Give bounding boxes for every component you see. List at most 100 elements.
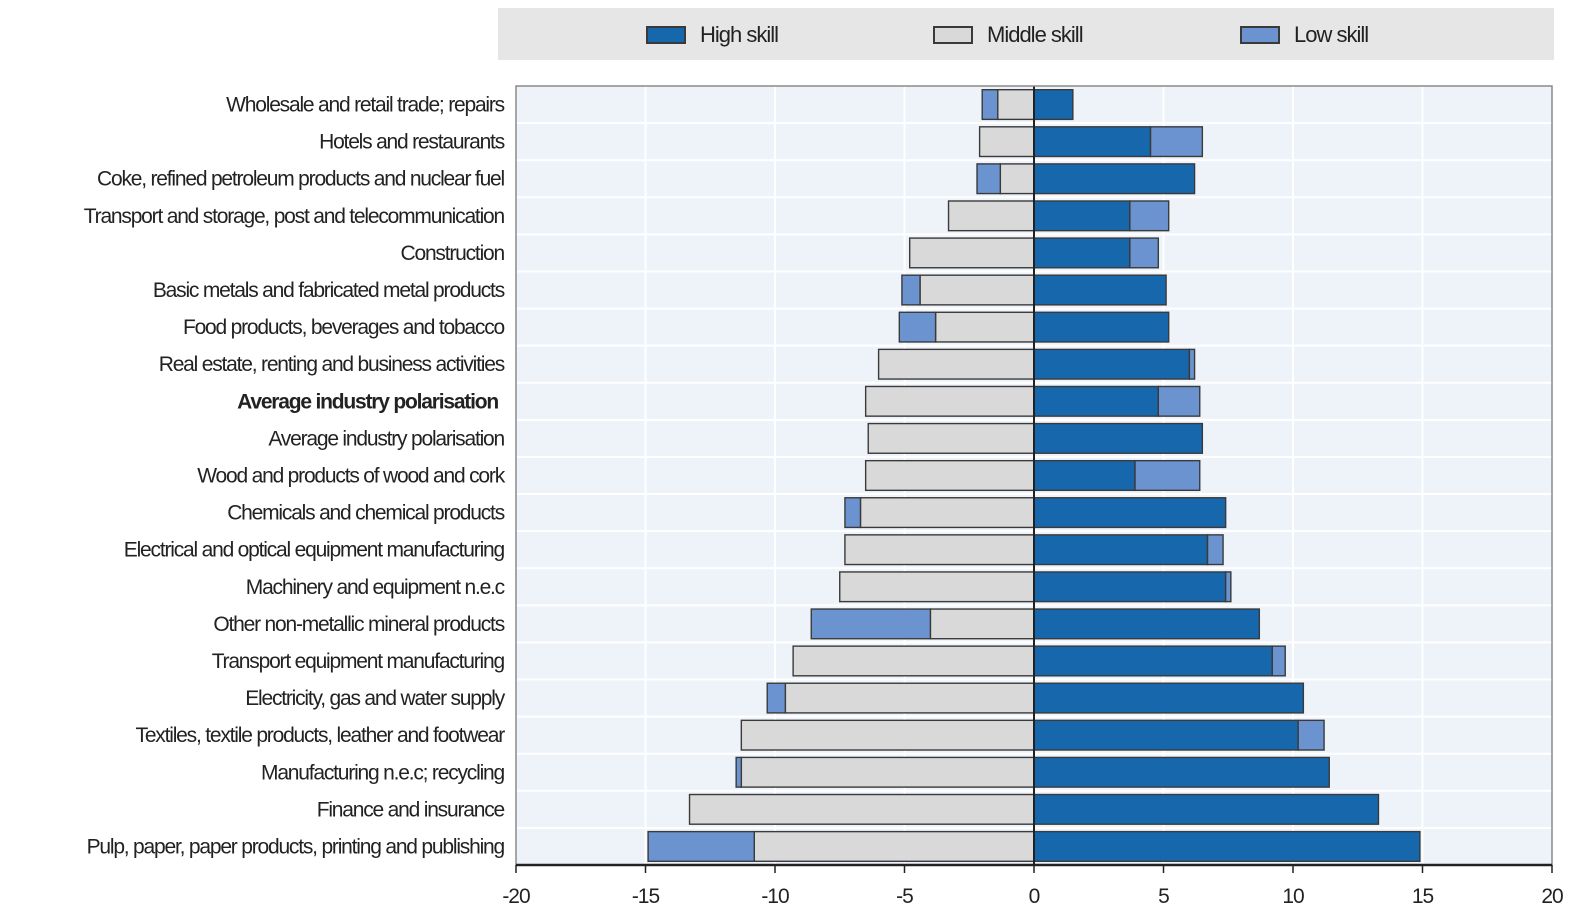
legend: High skill Middle skill Low skill: [498, 8, 1554, 60]
category-label: Transport and storage, post and telecomm…: [84, 205, 505, 228]
x-tick-label: 5: [1158, 885, 1169, 908]
bar-high-skill: [1033, 200, 1131, 232]
bar-high-skill: [1033, 719, 1299, 751]
bar-middle-skill: [740, 719, 1035, 751]
category-label: Electricity, gas and water supply: [245, 687, 506, 710]
bar-high-skill: [1033, 89, 1074, 121]
bar-middle-skill: [919, 274, 1035, 306]
bar-high-skill: [1033, 645, 1273, 677]
category-label: Basic metals and fabricated metal produc…: [153, 279, 505, 302]
bar-high-skill: [1033, 274, 1167, 306]
bar-high-skill: [1033, 459, 1136, 492]
category-label: Wood and products of wood and cork: [197, 465, 505, 488]
bar-high-skill: [1033, 126, 1152, 158]
bar-high-skill: [1033, 237, 1131, 269]
legend-label-low-skill: Low skill: [1294, 22, 1369, 47]
bar-low-skill: [901, 274, 921, 306]
bar-low-skill: [766, 682, 787, 714]
legend-swatch-high-skill: [646, 26, 686, 44]
category-label: Hotels and restaurants: [319, 131, 505, 154]
bar-low-skill: [647, 830, 755, 862]
bar-high-skill: [1033, 534, 1209, 566]
legend-label-middle-skill: Middle skill: [987, 22, 1084, 47]
bar-middle-skill: [978, 126, 1035, 158]
bar-low-skill: [898, 311, 937, 343]
bar-middle-skill: [688, 793, 1035, 825]
bar-middle-skill: [859, 497, 1035, 529]
bar-high-skill: [1033, 311, 1170, 343]
bar-middle-skill: [792, 645, 1035, 677]
bar-low-skill: [1129, 237, 1160, 269]
bar-middle-skill: [864, 385, 1035, 417]
category-label: Construction: [401, 242, 505, 265]
bar-low-skill: [1129, 200, 1170, 232]
bar-high-skill: [1033, 756, 1330, 788]
x-tick-label: 0: [1029, 885, 1040, 908]
category-label: Food products, beverages and tobacco: [183, 316, 505, 339]
category-label: Wholesale and retail trade; repairs: [226, 94, 505, 117]
bar-middle-skill: [934, 311, 1035, 343]
bar-middle-skill: [740, 756, 1035, 788]
x-tick-label: -15: [632, 885, 660, 908]
bar-middle-skill: [997, 89, 1035, 121]
category-label: Textiles, textile products, leather and …: [136, 724, 506, 747]
bar-middle-skill: [908, 237, 1035, 269]
category-label: Machinery and equipment n.e.c: [246, 576, 505, 599]
bar-high-skill: [1033, 682, 1305, 714]
bar-middle-skill: [864, 459, 1035, 492]
bar-middle-skill: [753, 830, 1035, 862]
bar-high-skill: [1033, 497, 1227, 529]
legend-label-high-skill: High skill: [700, 22, 779, 47]
bar-low-skill: [1149, 126, 1204, 158]
bar-high-skill: [1033, 348, 1191, 380]
category-label: Coke, refined petroleum products and nuc…: [97, 168, 505, 191]
bar-low-skill: [1271, 645, 1286, 677]
category-label: Other non-metallic mineral products: [213, 613, 504, 636]
category-label: Average industry polarisation: [268, 427, 504, 450]
bar-low-skill: [735, 756, 743, 788]
bar-middle-skill: [877, 348, 1035, 380]
category-label: Transport equipment manufacturing: [212, 650, 505, 673]
bar-middle-skill: [844, 534, 1035, 566]
bar-low-skill: [1206, 534, 1224, 566]
category-label: Manufacturing n.e.c; recycling: [261, 761, 504, 784]
bar-high-skill: [1033, 385, 1160, 417]
bar-high-skill: [1033, 608, 1261, 640]
bar-middle-skill: [929, 608, 1035, 640]
legend-item-low-skill: Low skill: [1240, 22, 1369, 48]
legend-item-middle-skill: Middle skill: [933, 22, 1084, 48]
x-tick-label: -20: [502, 885, 530, 908]
bar-middle-skill: [999, 163, 1035, 195]
bar-low-skill: [1297, 719, 1325, 751]
x-tick-label: -5: [896, 885, 913, 908]
bar-middle-skill: [784, 682, 1035, 714]
category-label: Electrical and optical equipment manufac…: [124, 539, 505, 562]
bar-high-skill: [1033, 830, 1421, 862]
bar-high-skill: [1033, 422, 1204, 454]
x-tick-label: -10: [761, 885, 789, 908]
legend-swatch-middle-skill: [933, 26, 973, 44]
category-label: Real estate, renting and business activi…: [159, 353, 505, 376]
bar-low-skill: [976, 163, 1002, 195]
category-label: Pulp, paper, paper products, printing an…: [87, 835, 505, 858]
bar-middle-skill: [867, 422, 1035, 454]
bar-low-skill: [1134, 459, 1201, 492]
x-tick-label: 10: [1282, 885, 1304, 908]
legend-swatch-low-skill: [1240, 26, 1280, 44]
x-tick-label: 15: [1412, 885, 1434, 908]
category-label: Finance and insurance: [317, 798, 505, 821]
bar-middle-skill: [947, 200, 1035, 232]
category-label: Chemicals and chemical products: [227, 502, 504, 525]
legend-item-high-skill: High skill: [646, 22, 779, 48]
bar-low-skill: [981, 89, 999, 121]
bar-low-skill: [844, 497, 862, 529]
bar-low-skill: [1157, 385, 1201, 417]
bar-low-skill: [1224, 571, 1232, 603]
bar-high-skill: [1033, 571, 1227, 603]
bar-middle-skill: [839, 571, 1035, 603]
bar-high-skill: [1033, 163, 1196, 195]
x-tick-label: 20: [1541, 885, 1563, 908]
category-label: Average industry polarisation: [237, 390, 498, 413]
bar-low-skill: [810, 608, 932, 640]
